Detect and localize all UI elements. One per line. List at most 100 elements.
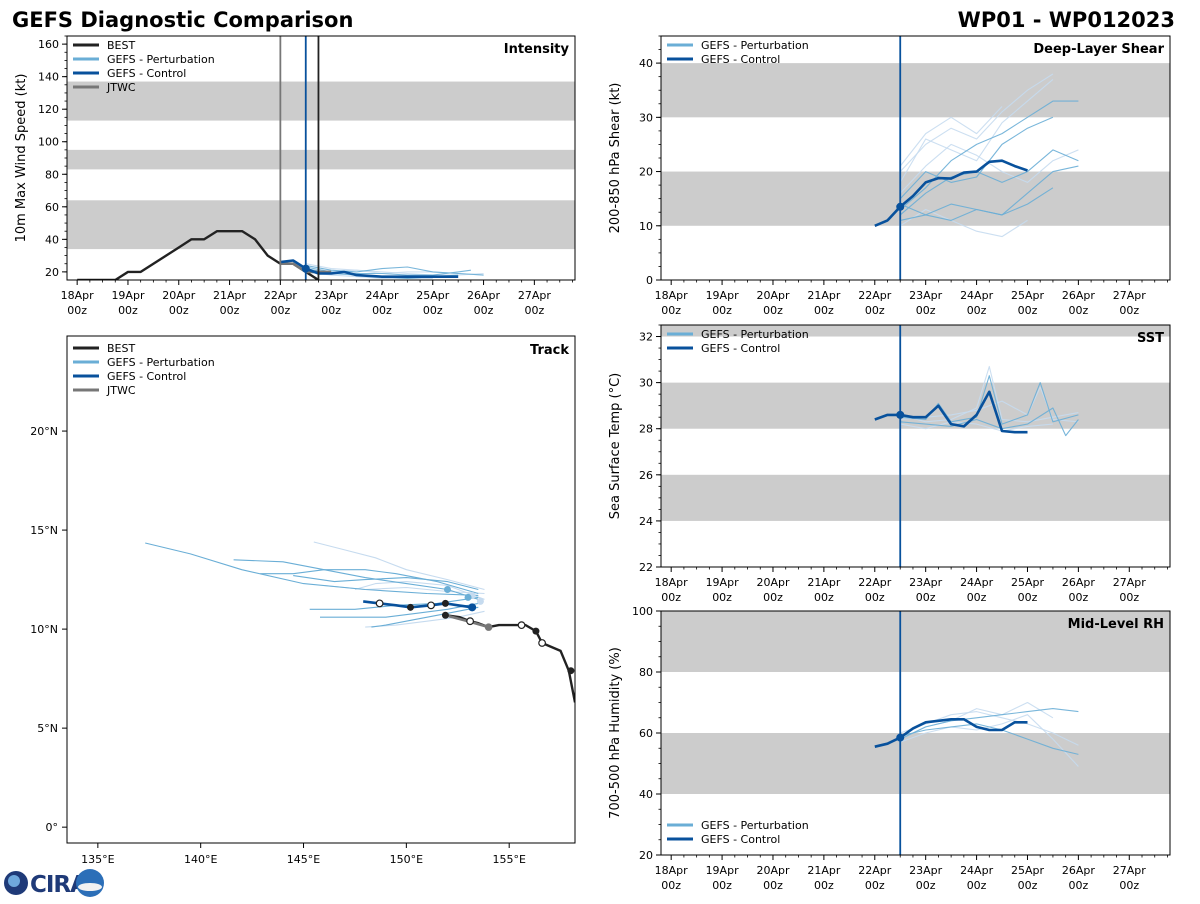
legend-label: GEFS - Control bbox=[107, 67, 186, 80]
series-pert bbox=[899, 116, 1054, 200]
x-tick-label: 22Apr bbox=[858, 289, 892, 302]
x-tick-label-hour: 00z bbox=[1119, 304, 1139, 317]
x-tick-label: 19Apr bbox=[706, 864, 740, 877]
track-ensemble-marker bbox=[464, 593, 472, 601]
track-open-marker bbox=[538, 639, 546, 647]
shaded-band bbox=[661, 63, 1170, 118]
x-tick-label: 150°E bbox=[390, 853, 423, 866]
x-tick-label: 20Apr bbox=[756, 864, 790, 877]
legend-label: GEFS - Control bbox=[701, 53, 780, 66]
x-tick-label: 27Apr bbox=[1113, 864, 1147, 877]
x-tick-label-hour: 00z bbox=[661, 591, 681, 604]
legend-label: JTWC bbox=[106, 81, 136, 94]
x-tick-label: 18Apr bbox=[655, 289, 689, 302]
x-tick-label: 21Apr bbox=[213, 289, 247, 302]
y-tick-label: 0 bbox=[646, 274, 653, 287]
legend-label: GEFS - Control bbox=[107, 370, 186, 383]
x-tick-label-hour: 00z bbox=[1068, 304, 1088, 317]
x-tick-label: 27Apr bbox=[1113, 576, 1147, 589]
y-tick-label: 0° bbox=[46, 821, 59, 834]
axes-frame bbox=[660, 324, 1171, 568]
track-pert_light bbox=[354, 581, 485, 600]
panel-title: Deep-Layer Shear bbox=[1033, 42, 1164, 57]
x-tick-label-hour: 00z bbox=[763, 304, 783, 317]
series-pert_light bbox=[899, 78, 1054, 183]
x-tick-label: 25Apr bbox=[1011, 576, 1045, 589]
x-tick-label-hour: 00z bbox=[1018, 879, 1038, 892]
shaded-band bbox=[67, 200, 575, 250]
track-pert bbox=[371, 606, 479, 628]
x-tick-label: 19Apr bbox=[706, 576, 740, 589]
track-open-marker bbox=[517, 621, 526, 630]
x-tick-label-hour: 00z bbox=[967, 591, 987, 604]
storm-id: WP01 - WP012023 bbox=[958, 8, 1175, 32]
x-tick-label: 21Apr bbox=[807, 576, 841, 589]
legend-label: GEFS - Perturbation bbox=[701, 328, 809, 341]
x-tick-label: 20Apr bbox=[756, 289, 790, 302]
y-tick-label: 60 bbox=[639, 727, 653, 740]
shaded-band bbox=[661, 325, 1170, 337]
x-tick-label: 27Apr bbox=[1113, 289, 1147, 302]
x-tick-label-hour: 00z bbox=[712, 591, 732, 604]
y-tick-label: 10 bbox=[639, 220, 653, 233]
y-tick-label: 20 bbox=[639, 849, 653, 862]
panel-title: Intensity bbox=[504, 42, 570, 57]
track-pert_light bbox=[365, 610, 485, 628]
y-tick-label: 10°N bbox=[30, 623, 58, 636]
x-tick-label: 23Apr bbox=[909, 289, 943, 302]
x-tick-label-hour: 00z bbox=[220, 304, 240, 317]
x-tick-label-hour: 00z bbox=[1119, 591, 1139, 604]
legend-label: GEFS - Control bbox=[701, 833, 780, 846]
x-tick-label-hour: 00z bbox=[372, 304, 392, 317]
x-tick-label: 22Apr bbox=[264, 289, 298, 302]
track-pert bbox=[320, 602, 479, 618]
x-tick-label-hour: 00z bbox=[67, 304, 87, 317]
shaded-band bbox=[661, 733, 1170, 794]
y-tick-label: 100 bbox=[38, 136, 59, 149]
x-tick-label: 24Apr bbox=[960, 576, 994, 589]
y-tick-label: 40 bbox=[639, 788, 653, 801]
track-open-marker bbox=[375, 599, 384, 608]
x-tick-label-hour: 00z bbox=[661, 879, 681, 892]
x-tick-label-hour: 00z bbox=[763, 879, 783, 892]
legend-label: GEFS - Perturbation bbox=[701, 39, 809, 52]
y-tick-label: 32 bbox=[639, 331, 653, 344]
y-axis-label: 200-850 hPa Shear (kt) bbox=[608, 83, 623, 234]
series-pert bbox=[899, 100, 1079, 210]
y-axis-label: 10m Max Wind Speed (kt) bbox=[14, 74, 29, 243]
x-tick-label: 20Apr bbox=[756, 576, 790, 589]
y-tick-label: 24 bbox=[639, 515, 653, 528]
x-tick-label-hour: 00z bbox=[814, 879, 834, 892]
y-tick-label: 30 bbox=[639, 377, 653, 390]
legend-label: JTWC bbox=[106, 384, 136, 397]
x-tick-label-hour: 00z bbox=[524, 304, 544, 317]
x-tick-label: 135°E bbox=[81, 853, 114, 866]
track-filled-marker bbox=[441, 611, 449, 619]
panel-title: Track bbox=[530, 343, 569, 358]
x-tick-label-hour: 00z bbox=[661, 304, 681, 317]
x-tick-label-hour: 00z bbox=[712, 304, 732, 317]
legend-label: BEST bbox=[107, 39, 135, 52]
shaded-band bbox=[67, 149, 575, 170]
series-pert_light bbox=[899, 106, 1003, 167]
x-tick-label-hour: 00z bbox=[1018, 591, 1038, 604]
track-pert bbox=[233, 559, 479, 600]
panel-shear: 0 10 20 30 40 18Apr 00z 19Apr 00z 20Apr 00z 21Apr 00… bbox=[608, 35, 1171, 317]
x-tick-label-hour: 00z bbox=[321, 304, 341, 317]
x-tick-label: 22Apr bbox=[858, 576, 892, 589]
legend-label: BEST bbox=[107, 342, 135, 355]
x-tick-label: 27Apr bbox=[518, 289, 552, 302]
series-pert_light bbox=[900, 421, 1053, 432]
legend-label: GEFS - Perturbation bbox=[107, 356, 215, 369]
y-tick-label: 100 bbox=[632, 605, 653, 618]
control-init-marker bbox=[468, 603, 477, 612]
track-open-marker bbox=[427, 601, 435, 610]
panel-title: Mid-Level RH bbox=[1068, 617, 1164, 632]
x-tick-label: 22Apr bbox=[858, 864, 892, 877]
panel-intensity: 20 40 60 80 100 120 140 160 18Apr 00z 19Apr 00z 20Ap… bbox=[14, 35, 576, 317]
track-filled-marker bbox=[406, 603, 414, 611]
shaded-band bbox=[661, 474, 1170, 521]
x-tick-label-hour: 00z bbox=[1119, 879, 1139, 892]
x-tick-label-hour: 00z bbox=[712, 879, 732, 892]
